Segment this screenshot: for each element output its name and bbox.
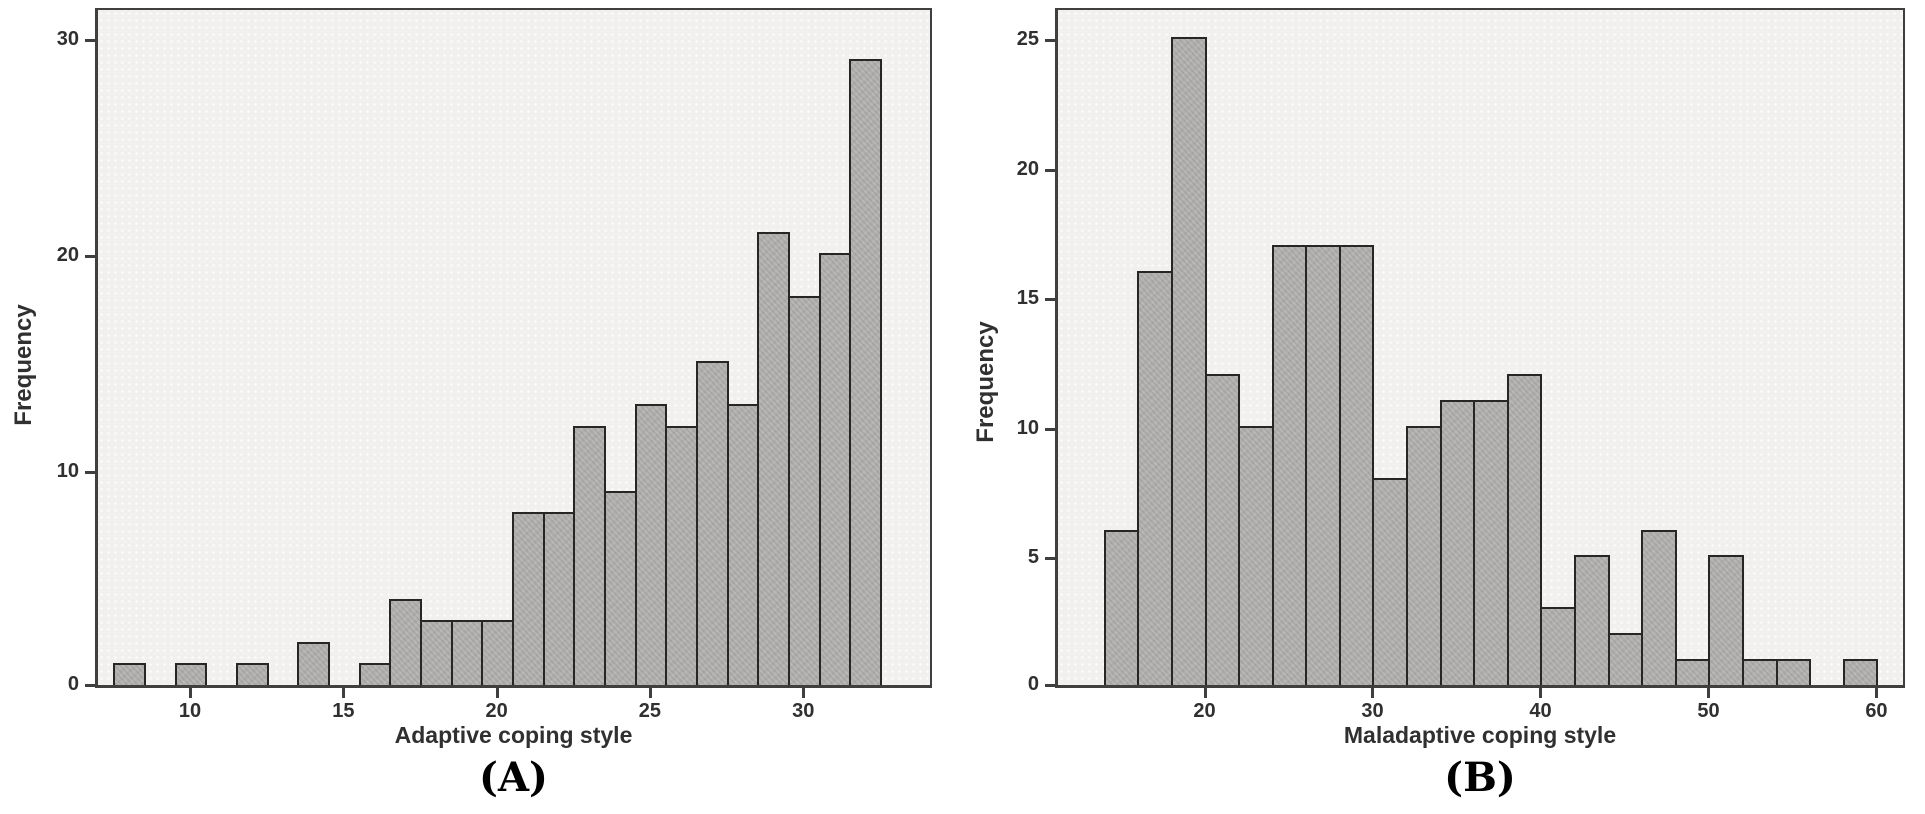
histogram-bar [1843, 659, 1878, 685]
histogram-bar [604, 491, 637, 685]
y-tick [85, 684, 95, 687]
y-tick [85, 39, 95, 43]
x-axis-label-a: Adaptive coping style [394, 722, 633, 748]
x-tick-label: 50 [1697, 700, 1720, 722]
x-tick-label: 10 [178, 700, 202, 722]
y-tick [1045, 684, 1055, 687]
histogram-bar [175, 663, 207, 685]
histogram-bar [389, 599, 422, 685]
x-tick [1539, 688, 1543, 698]
histogram-bar [819, 253, 851, 685]
y-tick-label: 30 [56, 28, 79, 51]
histogram-bar [1776, 659, 1811, 685]
histogram-bar [481, 620, 514, 685]
x-tick [189, 688, 193, 698]
x-tick [495, 688, 499, 698]
x-tick-label: 20 [485, 700, 508, 722]
histogram-bar [1742, 659, 1778, 685]
x-tick [802, 688, 806, 698]
y-tick [1045, 298, 1055, 302]
histogram-bar [573, 426, 606, 685]
histogram-bar [1708, 555, 1744, 685]
x-tick [1707, 688, 1711, 698]
histogram-bar [297, 642, 330, 685]
histogram-bar [1574, 555, 1610, 685]
y-tick-label: 20 [1016, 157, 1039, 180]
histogram-bar [1507, 374, 1542, 685]
histogram-bar [696, 361, 729, 685]
histogram-bar [849, 59, 882, 685]
histogram-bar [665, 426, 698, 685]
histogram-bar [1272, 245, 1307, 685]
histogram-bar [788, 296, 821, 685]
histogram-bar [1675, 659, 1710, 685]
histogram-bar [1372, 478, 1408, 685]
histogram-bar [1339, 245, 1374, 685]
y-tick [1045, 557, 1055, 561]
y-tick-label: 25 [1016, 28, 1039, 51]
y-tick-label: 0 [1027, 673, 1039, 695]
panel-caption-b: (B) [1444, 754, 1516, 801]
histogram-bar [1641, 530, 1677, 685]
histogram-bar [113, 663, 146, 685]
x-tick [1203, 688, 1207, 698]
histogram-bar [451, 620, 483, 685]
histogram-bar [1473, 400, 1509, 685]
bars-layer-b [1058, 10, 1903, 685]
plot-area-b [1055, 8, 1905, 688]
y-axis-label-b: Frequency [972, 321, 999, 443]
histogram-bar [1137, 271, 1173, 685]
x-tick [648, 688, 652, 698]
y-tick-label: 10 [56, 460, 79, 483]
y-tick [1045, 427, 1055, 431]
y-tick [85, 471, 95, 475]
histogram-bar [1104, 530, 1139, 685]
histogram-bar [1305, 245, 1341, 685]
plot-area-a [95, 8, 932, 688]
histogram-bar [1608, 633, 1643, 685]
histogram-bar [635, 404, 667, 685]
histogram-bar [727, 404, 759, 685]
y-tick [1045, 168, 1055, 172]
y-tick-label: 15 [1016, 287, 1039, 310]
histogram-bar [1540, 607, 1576, 685]
histogram-bar [543, 512, 575, 685]
histogram-bar [1440, 400, 1475, 685]
y-tick [85, 255, 95, 259]
y-tick-label: 10 [1016, 416, 1039, 439]
x-tick [1875, 688, 1879, 698]
y-axis-label-a: Frequency [10, 304, 37, 426]
y-tick-label: 20 [56, 244, 79, 267]
histogram-bar [1238, 426, 1274, 685]
x-tick [342, 688, 346, 698]
histogram-bar [512, 512, 545, 685]
histogram-bar [1406, 426, 1442, 685]
y-tick-label: 0 [67, 673, 79, 695]
bars-layer-a [98, 10, 930, 685]
histogram-bar [420, 620, 453, 685]
x-tick-label: 20 [1193, 700, 1216, 722]
x-tick-label: 30 [792, 700, 815, 722]
y-tick-label: 5 [1027, 546, 1039, 569]
histogram-bar [1171, 37, 1207, 685]
histogram-bar [757, 232, 790, 685]
histogram-bar [236, 663, 269, 685]
x-tick-label: 15 [332, 700, 355, 722]
histogram-bar [1205, 374, 1240, 685]
x-tick-label: 40 [1529, 700, 1552, 722]
panel-caption-a: (A) [479, 754, 548, 801]
x-tick-label: 25 [638, 700, 662, 722]
x-tick-label: 30 [1361, 700, 1384, 722]
y-tick [1045, 39, 1055, 43]
histogram-bar [359, 663, 391, 685]
x-tick [1371, 688, 1375, 698]
x-axis-label-b: Maladaptive coping style [1343, 722, 1617, 748]
x-tick-label: 60 [1865, 700, 1888, 722]
